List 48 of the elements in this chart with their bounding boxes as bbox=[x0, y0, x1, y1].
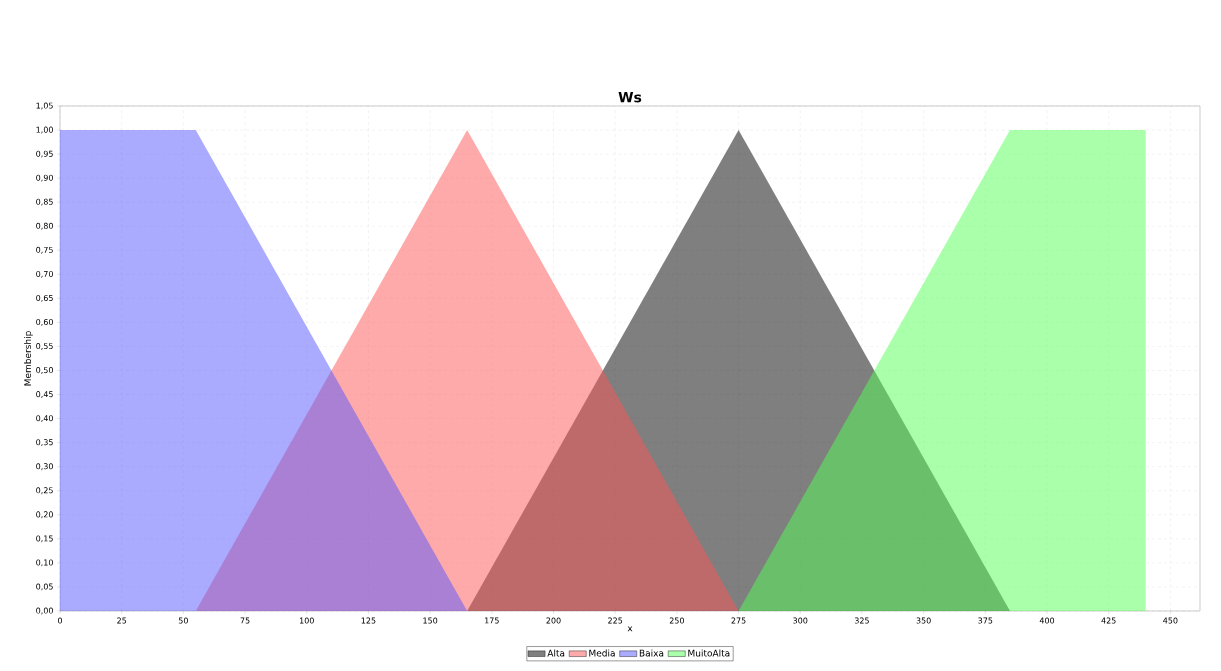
y-tick-label: 0,55 bbox=[36, 343, 53, 350]
y-tick-label: 0,85 bbox=[36, 198, 53, 206]
y-tick-label: 0,00 bbox=[36, 607, 53, 615]
x-tick-label: 200 bbox=[546, 617, 561, 624]
x-tick-label: 225 bbox=[608, 617, 623, 624]
y-tick-label: 0,95 bbox=[36, 150, 53, 158]
y-tick-label: 0,05 bbox=[36, 583, 53, 591]
y-tick-label: 0,20 bbox=[36, 511, 53, 519]
x-tick-label: 325 bbox=[854, 617, 869, 624]
x-tick-label: 175 bbox=[485, 617, 499, 624]
y-tick-label: 0,60 bbox=[36, 318, 53, 326]
legend-label: Baixa bbox=[639, 649, 664, 657]
y-tick-label: 1,05 bbox=[36, 102, 53, 110]
x-tick-label: 400 bbox=[1039, 617, 1055, 624]
x-tick-label: 25 bbox=[117, 617, 127, 624]
y-tick-label: 0,75 bbox=[36, 246, 53, 254]
x-tick-label: 125 bbox=[361, 617, 376, 624]
x-tick-label: 0 bbox=[58, 617, 63, 624]
y-tick-label: 1,00 bbox=[36, 126, 53, 134]
y-tick-label: 0,25 bbox=[36, 487, 53, 495]
x-tick-label: 300 bbox=[793, 617, 808, 624]
y-tick-label: 0,15 bbox=[36, 535, 53, 543]
chart-title: Ws bbox=[618, 92, 642, 103]
legend-label: Alta bbox=[547, 649, 565, 657]
y-tick-label: 0,90 bbox=[36, 174, 53, 182]
legend-label: MuitoAlta bbox=[688, 649, 730, 657]
x-tick-label: 250 bbox=[669, 617, 684, 624]
x-tick-label: 150 bbox=[423, 617, 438, 624]
y-axis-title: Membership bbox=[24, 331, 33, 386]
x-tick-label: 450 bbox=[1163, 617, 1178, 624]
y-tick-label: 0,35 bbox=[36, 439, 53, 447]
x-tick-label: 100 bbox=[300, 617, 314, 624]
y-tick-label: 0,80 bbox=[36, 222, 53, 230]
y-tick-label: 0,65 bbox=[36, 294, 53, 302]
y-tick-label: 0,45 bbox=[36, 391, 53, 398]
x-axis-title: x bbox=[627, 626, 633, 632]
y-tick-label: 0,50 bbox=[36, 367, 53, 374]
x-tick-label: 375 bbox=[978, 617, 993, 624]
x-tick-label: 350 bbox=[916, 617, 931, 624]
y-tick-label: 0,30 bbox=[36, 463, 53, 471]
x-tick-label: 425 bbox=[1101, 617, 1116, 624]
y-tick-label: 0,10 bbox=[36, 559, 53, 567]
x-tick-label: 275 bbox=[731, 617, 746, 624]
y-tick-label: 0,70 bbox=[36, 270, 53, 278]
y-tick-label: 0,40 bbox=[36, 415, 53, 423]
legend-label: Media bbox=[589, 649, 615, 657]
x-tick-label: 50 bbox=[178, 617, 188, 624]
x-tick-label: 75 bbox=[240, 617, 250, 624]
